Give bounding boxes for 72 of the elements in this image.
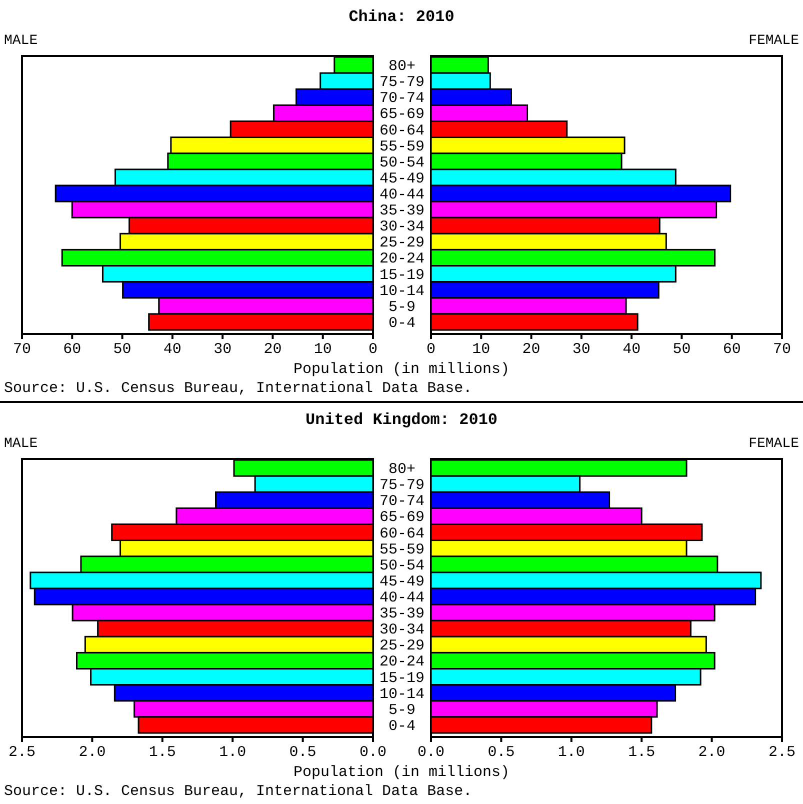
- x-tick-label: 1.5: [628, 744, 656, 761]
- y-tick-label: 10-14: [379, 282, 425, 300]
- x-axis-title: Population (in millions): [293, 764, 510, 781]
- y-tick-label: 60-64: [379, 525, 425, 542]
- y-tick-label: 20-24: [379, 654, 425, 671]
- y-tick-label: 55-59: [379, 541, 425, 558]
- x-tick-label: 0.0: [359, 744, 387, 761]
- y-tick-label: 75-79: [379, 74, 425, 92]
- y-tick-label: 40-44: [379, 186, 425, 204]
- y-tick-label: 0-4: [388, 314, 416, 332]
- text: FEMALE: [748, 436, 799, 452]
- x-tick-label: 2.0: [78, 744, 106, 761]
- x-tick-label: 70: [12, 341, 32, 358]
- x-tick-label: 0.5: [488, 744, 515, 761]
- text: FEMALE: [748, 33, 799, 49]
- x-tick-label: 10: [472, 341, 490, 358]
- y-tick-label: 55-59: [379, 138, 425, 156]
- x-tick-label: 40: [622, 341, 641, 358]
- y-tick-label: 5-9: [388, 702, 416, 719]
- y-tick-label: 15-19: [379, 670, 425, 687]
- chart-title: United Kingdom: 2010: [305, 411, 498, 429]
- x-tick-label: 60: [722, 341, 741, 358]
- y-tick-label: 65-69: [379, 106, 425, 124]
- x-tick-label: 50: [672, 341, 691, 358]
- y-tick-label: 25-29: [379, 638, 425, 655]
- y-tick-label: 10-14: [379, 686, 425, 703]
- x-tick-label: 1.0: [558, 744, 585, 761]
- x-tick-label: 30: [572, 341, 590, 358]
- y-tick-label: 0-4: [388, 718, 416, 735]
- x-tick-label: 1.5: [148, 744, 176, 761]
- y-tick-label: 20-24: [379, 250, 425, 268]
- x-tick-label: 40: [163, 341, 182, 358]
- y-tick-label: 45-49: [379, 170, 425, 188]
- y-tick-label: 65-69: [379, 509, 425, 526]
- y-tick-label: 15-19: [379, 266, 425, 284]
- source-note: Source: U.S. Census Bureau, International Data Base.: [4, 380, 472, 397]
- x-tick-label: 0: [426, 341, 436, 358]
- x-tick-label: 30: [214, 341, 232, 358]
- text: MALE: [4, 436, 38, 452]
- x-tick-label: 60: [63, 341, 82, 358]
- x-tick-label: 0: [368, 341, 378, 358]
- x-tick-label: 2.5: [8, 744, 36, 761]
- x-tick-label: 70: [772, 341, 792, 358]
- y-tick-label: 60-64: [379, 122, 425, 140]
- x-tick-label: 0.0: [417, 744, 445, 761]
- y-tick-label: 75-79: [379, 477, 425, 494]
- y-tick-label: 80+: [388, 461, 416, 478]
- y-tick-label: 25-29: [379, 234, 425, 252]
- y-tick-label: 40-44: [379, 590, 425, 606]
- y-tick-label: 30-34: [379, 218, 425, 236]
- y-tick-label: 45-49: [379, 573, 425, 590]
- x-tick-label: 2.5: [768, 744, 796, 761]
- y-tick-label: 50-54: [379, 557, 425, 574]
- x-tick-label: 20: [522, 341, 540, 358]
- y-tick-label: 80+: [388, 58, 416, 76]
- chart-title: China: 2010: [348, 8, 454, 26]
- text: MALE: [4, 33, 38, 49]
- y-tick-label: 35-39: [379, 202, 425, 220]
- x-tick-label: 2.0: [698, 744, 726, 761]
- y-tick-label: 35-39: [379, 606, 425, 623]
- y-tick-label: 70-74: [379, 90, 425, 108]
- x-tick-label: 50: [113, 341, 132, 358]
- x-tick-label: 20: [264, 341, 282, 358]
- y-tick-label: 5-9: [388, 298, 416, 316]
- y-tick-label: 30-34: [379, 622, 425, 639]
- y-tick-label: 70-74: [379, 493, 425, 510]
- source-note: Source: U.S. Census Bureau, International Data Base.: [4, 783, 472, 800]
- x-axis-title: Population (in millions): [293, 361, 510, 378]
- x-tick-label: 10: [314, 341, 332, 358]
- y-tick-label: 50-54: [379, 154, 425, 172]
- x-tick-label: 0.5: [289, 744, 316, 761]
- x-tick-label: 1.0: [219, 744, 246, 761]
